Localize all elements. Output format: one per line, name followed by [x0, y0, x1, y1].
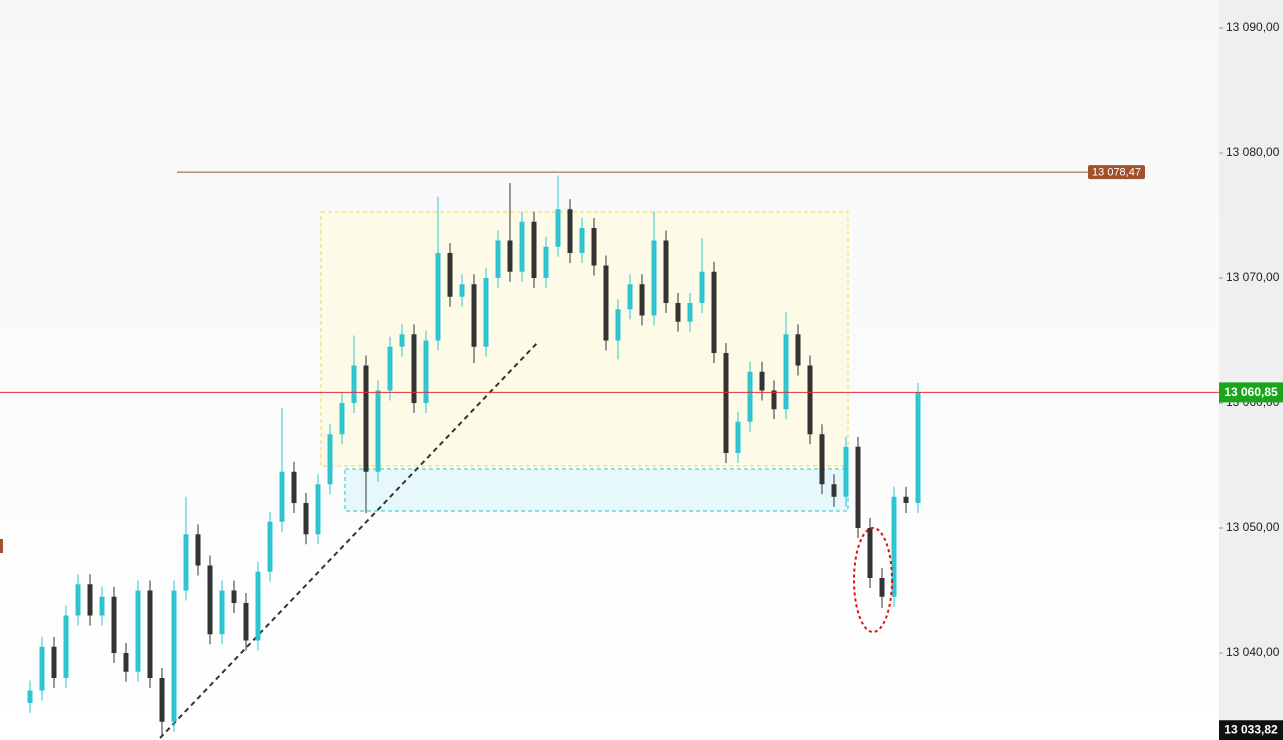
candle-body — [675, 303, 681, 322]
level-label: 13 078,47 — [1092, 167, 1141, 179]
candle-body — [219, 590, 225, 635]
candle-body — [327, 434, 333, 485]
candle-body — [567, 209, 573, 253]
candle-body — [879, 578, 885, 597]
highlight-ellipse — [853, 527, 893, 633]
candle-body — [687, 303, 693, 322]
candle-body — [495, 240, 501, 278]
candle-body — [303, 503, 309, 535]
candle-body — [711, 271, 717, 353]
candle-body — [651, 240, 657, 316]
price-label: 13 060,85 — [1224, 385, 1278, 399]
candle-body — [855, 446, 861, 528]
candle-body — [591, 228, 597, 266]
candle-body — [171, 590, 177, 722]
candle-body — [255, 571, 261, 641]
candle-body — [183, 534, 189, 591]
candle-body — [531, 221, 537, 278]
candle-body — [39, 646, 45, 691]
candle-body — [435, 253, 441, 341]
range-box — [320, 211, 849, 467]
candle-body — [579, 228, 585, 253]
candle-body — [375, 390, 381, 472]
y-tick-label: 13 050,00 — [1226, 520, 1280, 534]
low-marker-box — [1219, 720, 1283, 740]
candle-body — [783, 334, 789, 410]
low-marker-label: 13 033,82 — [1224, 722, 1278, 736]
candle-body — [243, 603, 249, 641]
candle-body — [507, 240, 513, 272]
candle-body — [315, 484, 321, 535]
candle-body — [387, 346, 393, 391]
price-label-box — [1219, 382, 1283, 403]
candle-body — [267, 521, 273, 572]
candle-body — [771, 390, 777, 410]
candle-body — [903, 496, 909, 503]
candle-body — [555, 209, 561, 247]
candle-body — [135, 590, 141, 672]
candle-body — [231, 590, 237, 603]
candle-body — [423, 340, 429, 403]
price-axis-panel — [1219, 0, 1283, 740]
y-tick-label: 13 080,00 — [1226, 145, 1280, 159]
y-tick-label: 13 040,00 — [1226, 645, 1280, 659]
candle-body — [831, 484, 837, 497]
candle-body — [27, 690, 33, 703]
candle-body — [915, 392, 921, 503]
candle-body — [351, 365, 357, 403]
candle-body — [63, 615, 69, 678]
candle-body — [471, 284, 477, 347]
candle-body — [735, 421, 741, 453]
candle-body — [99, 596, 105, 616]
candle-body — [279, 471, 285, 522]
candle-body — [747, 371, 753, 422]
offscreen-label — [0, 539, 3, 553]
candle-body — [411, 334, 417, 403]
candle-body — [843, 446, 849, 497]
candle-body — [147, 590, 153, 678]
candle-body — [699, 271, 705, 303]
candle-body — [291, 471, 297, 503]
candle-body — [123, 653, 129, 672]
candle-body — [51, 646, 57, 678]
candle-body — [75, 584, 81, 616]
candle-body — [543, 246, 549, 278]
candle-body — [483, 278, 489, 347]
candle-body — [807, 365, 813, 435]
support-box — [344, 468, 849, 512]
candle-body — [723, 353, 729, 453]
candle-body — [639, 284, 645, 316]
candle-body — [867, 528, 873, 578]
y-tick-label: 13 070,00 — [1226, 270, 1280, 284]
candle-body — [795, 334, 801, 366]
y-tick-label: 13 090,00 — [1226, 20, 1280, 34]
candle-body — [459, 284, 465, 297]
candle-body — [603, 265, 609, 341]
candle-body — [207, 565, 213, 635]
candle-body — [87, 584, 93, 616]
candle-body — [339, 403, 345, 435]
candle-body — [663, 240, 669, 303]
candle-body — [759, 371, 765, 391]
candle-body — [891, 496, 897, 597]
trend-line — [159, 341, 539, 739]
candle-body — [447, 253, 453, 297]
candle-body — [399, 334, 405, 347]
candle-body — [519, 221, 525, 272]
candle-body — [819, 434, 825, 485]
candle-body — [195, 534, 201, 566]
candles — [27, 175, 921, 736]
candle-body — [627, 284, 633, 310]
candle-body — [363, 365, 369, 472]
level-label-box — [1088, 165, 1145, 180]
candle-body — [111, 596, 117, 653]
candle-body — [159, 678, 165, 722]
candle-body — [615, 309, 621, 341]
